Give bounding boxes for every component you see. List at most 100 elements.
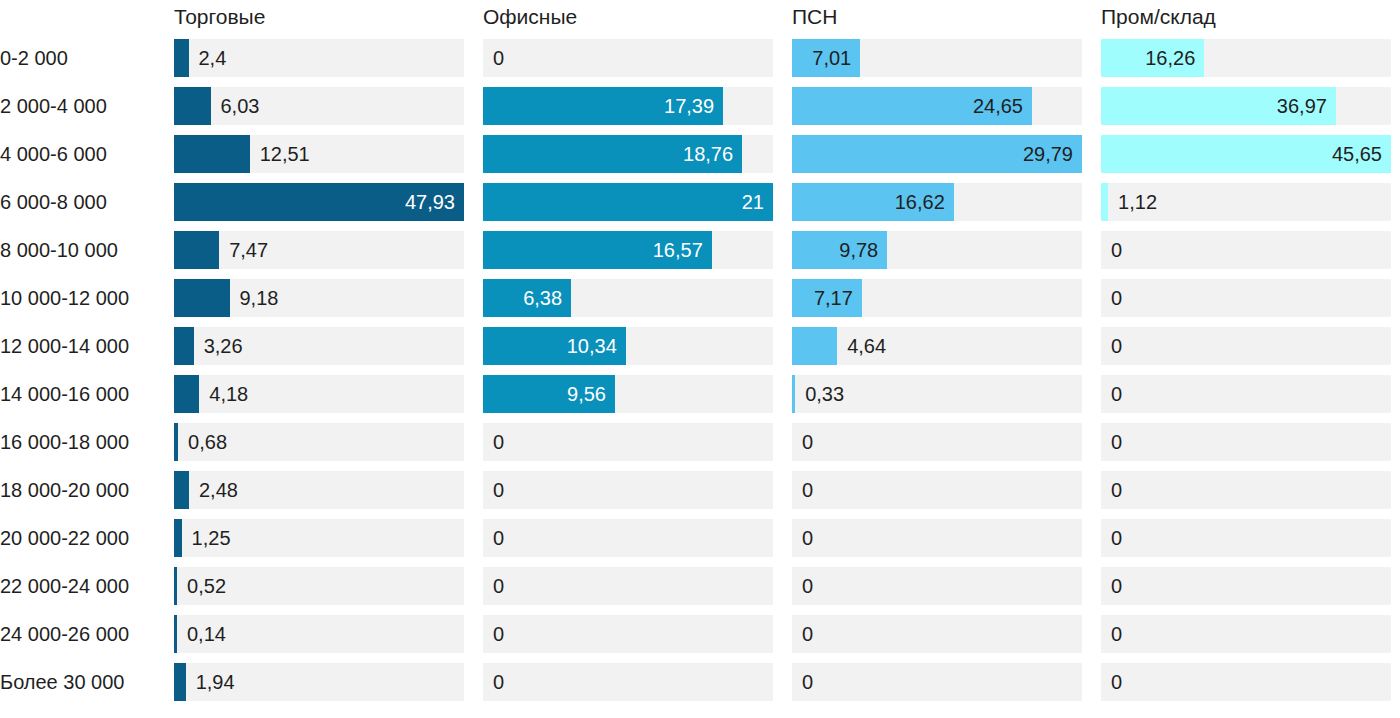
- bar: [174, 567, 177, 605]
- bar-cell: 0,68: [174, 423, 464, 461]
- bar-cell: 0: [792, 663, 1082, 701]
- bar-cell: 0: [483, 471, 773, 509]
- bar: [174, 519, 182, 557]
- bar-cell: 9,78: [792, 231, 1082, 269]
- row-category-label: 6 000-8 000: [0, 183, 155, 221]
- bar-cell: 16,62: [792, 183, 1082, 221]
- bar-value-label: 0: [802, 615, 813, 653]
- bar-cell: 29,79: [792, 135, 1082, 173]
- bar: [174, 135, 250, 173]
- bar-value-label: 0: [493, 39, 504, 77]
- bar-cell: 0: [792, 471, 1082, 509]
- bar-cell: 0: [1101, 423, 1391, 461]
- bar-value-label: 6,38: [523, 279, 562, 317]
- bar-cell: 7,17: [792, 279, 1082, 317]
- row-category-label: Более 30 000: [0, 663, 155, 701]
- bar-value-label: 0: [802, 567, 813, 605]
- bar: [174, 327, 194, 365]
- row-category-label: 24 000-26 000: [0, 615, 155, 653]
- bar-cell: 4,64: [792, 327, 1082, 365]
- bar-cell: 18,76: [483, 135, 773, 173]
- bar-value-label: 0: [493, 663, 504, 701]
- bar-value-label: 3,26: [204, 327, 243, 365]
- bar-value-label: 0: [802, 423, 813, 461]
- bar-value-label: 0: [1111, 615, 1122, 653]
- bar-cell: 0: [1101, 327, 1391, 365]
- bar-value-label: 47,93: [405, 183, 455, 221]
- bar: [174, 279, 230, 317]
- bar-value-label: 0,33: [805, 375, 844, 413]
- bar-cell: 16,26: [1101, 39, 1391, 77]
- bar-value-label: 0: [493, 567, 504, 605]
- bar-cell: 47,93: [174, 183, 464, 221]
- bar-cell: 1,12: [1101, 183, 1391, 221]
- bar: [174, 663, 186, 701]
- bar-value-label: 24,65: [973, 87, 1023, 125]
- row-category-label: 10 000-12 000: [0, 279, 155, 317]
- bar-cell: 6,03: [174, 87, 464, 125]
- bar-cell: 0: [483, 567, 773, 605]
- bar-value-label: 0: [802, 519, 813, 557]
- bar-cell: 2,48: [174, 471, 464, 509]
- bar-value-label: 0: [1111, 231, 1122, 269]
- bar-value-label: 0,14: [187, 615, 226, 653]
- column-header-2: Офисные: [483, 5, 773, 29]
- bar: [792, 327, 837, 365]
- bar-cell: 1,94: [174, 663, 464, 701]
- bar-cell: 6,38: [483, 279, 773, 317]
- bar: [174, 231, 219, 269]
- bar-value-label: 4,18: [209, 375, 248, 413]
- bar-value-label: 10,34: [567, 327, 617, 365]
- bar-value-label: 29,79: [1023, 135, 1073, 173]
- bar: [174, 471, 189, 509]
- bar-cell: 0: [483, 615, 773, 653]
- bar-cell: 4,18: [174, 375, 464, 413]
- bar-value-label: 0: [493, 471, 504, 509]
- bar-value-label: 0: [1111, 567, 1122, 605]
- bar-value-label: 4,64: [847, 327, 886, 365]
- bar-value-label: 7,01: [812, 39, 851, 77]
- row-category-label: 22 000-24 000: [0, 567, 155, 605]
- bar-value-label: 16,26: [1145, 39, 1195, 77]
- bar-cell: 0,33: [792, 375, 1082, 413]
- bar-cell: 0: [1101, 663, 1391, 701]
- header-spacer: [0, 2, 155, 29]
- bar-cell: 9,56: [483, 375, 773, 413]
- column-header-1: Торговые: [174, 5, 464, 29]
- bar: [1101, 183, 1108, 221]
- bar-value-label: 7,17: [814, 279, 853, 317]
- bar-cell: 0: [792, 567, 1082, 605]
- bar: [174, 375, 199, 413]
- bar-value-label: 1,12: [1118, 183, 1157, 221]
- bar-value-label: 0: [1111, 327, 1122, 365]
- column-header-4: Пром/склад: [1101, 5, 1391, 29]
- bar-cell: 17,39: [483, 87, 773, 125]
- bar-value-label: 12,51: [260, 135, 310, 173]
- bar-value-label: 16,62: [895, 183, 945, 221]
- bar-cell: 7,47: [174, 231, 464, 269]
- bar-cell: 1,25: [174, 519, 464, 557]
- bar-cell: 0: [1101, 279, 1391, 317]
- bar-cell: 0: [1101, 519, 1391, 557]
- bar: [174, 423, 178, 461]
- bar-value-label: 16,57: [653, 231, 703, 269]
- bar-value-label: 2,4: [199, 39, 227, 77]
- bar-value-label: 0: [1111, 279, 1122, 317]
- row-category-label: 14 000-16 000: [0, 375, 155, 413]
- bar-value-label: 0: [1111, 519, 1122, 557]
- bar-cell: 0: [1101, 375, 1391, 413]
- bar-cell: 0: [483, 663, 773, 701]
- bar-cell: 0: [483, 423, 773, 461]
- row-category-label: 0-2 000: [0, 39, 155, 77]
- bar: [792, 375, 795, 413]
- bar-cell: 0: [483, 39, 773, 77]
- bar-value-label: 21: [742, 183, 764, 221]
- bar-value-label: 0: [1111, 663, 1122, 701]
- row-category-label: 16 000-18 000: [0, 423, 155, 461]
- bar-value-label: 0: [493, 615, 504, 653]
- bar-value-label: 17,39: [664, 87, 714, 125]
- bar-value-label: 45,65: [1332, 135, 1382, 173]
- row-category-label: 2 000-4 000: [0, 87, 155, 125]
- bar-value-label: 0,52: [187, 567, 226, 605]
- bar-cell: 45,65: [1101, 135, 1391, 173]
